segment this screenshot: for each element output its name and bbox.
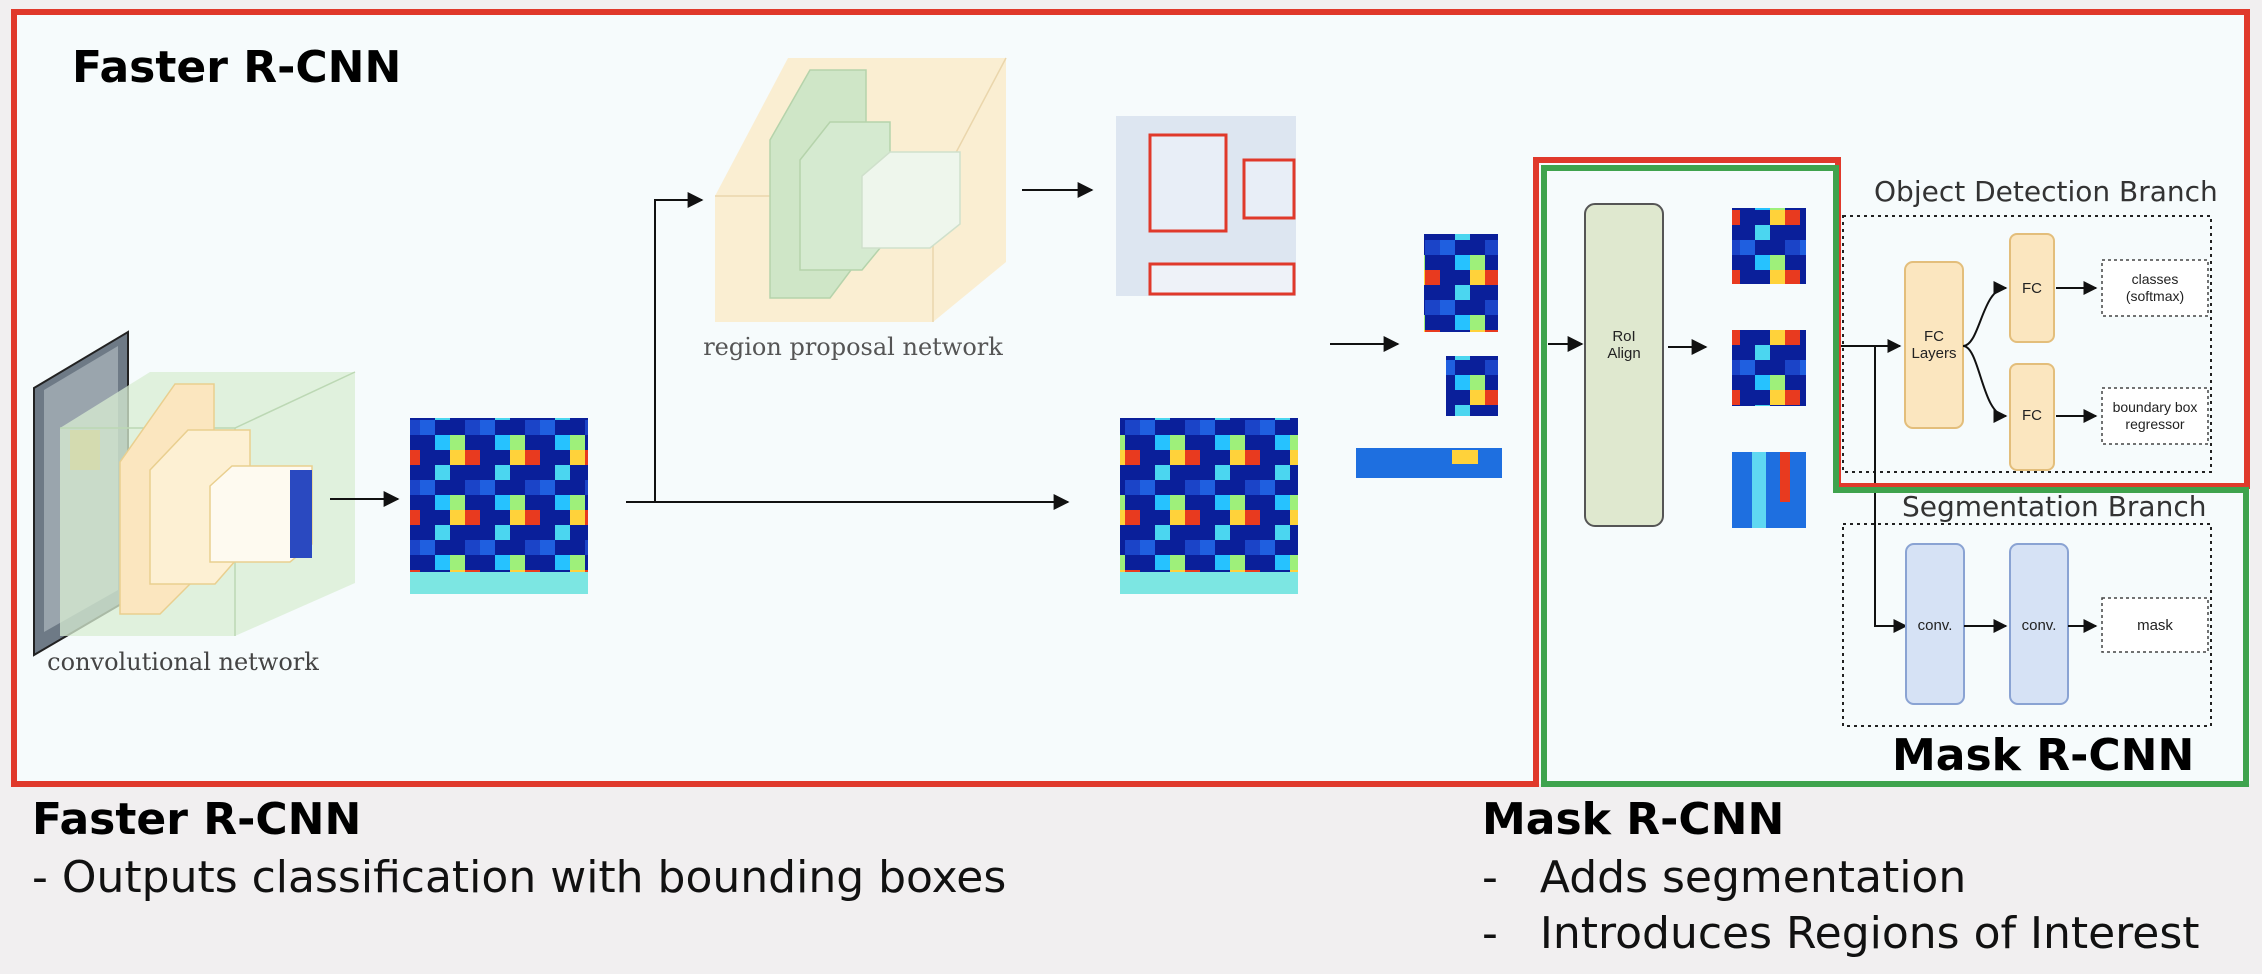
classes-line-1: classes [2131, 271, 2179, 287]
roi-align-line-1: RoI [1612, 328, 1636, 345]
faster-rcnn-caption-line: - Outputs classification with bounding b… [32, 852, 1007, 903]
aligned-output-2 [1732, 330, 1806, 406]
rpn-block [715, 57, 1007, 322]
faster-rcnn-diagram-title: Faster R-CNN [72, 42, 402, 93]
faster-rcnn-caption-title: Faster R-CNN [32, 794, 362, 845]
bullet-dash: - [1482, 908, 1498, 959]
arrow-to-rpn [626, 192, 704, 503]
feature-map-2-bottom-band [1120, 572, 1298, 594]
aligned-output-3 [1732, 452, 1806, 528]
feature-map [410, 418, 588, 594]
fc-node-1 [2009, 233, 2055, 343]
object-detection-branch-box [1842, 215, 2212, 473]
roi-align-node [1584, 203, 1664, 527]
arrow-fc-layers-to-fc2 [1962, 345, 2008, 423]
aligned-output-1 [1732, 208, 1806, 284]
aligned-output-3-stripe-2 [1780, 452, 1790, 502]
roi-crop-1 [1424, 234, 1498, 332]
roi-align-line-2: Align [1607, 345, 1641, 362]
fc-layers-line-1: FC [1924, 328, 1944, 345]
feature-map-2 [1120, 418, 1298, 594]
mask-rcnn-diagram-title: Mask R-CNN [1892, 730, 2195, 781]
feature-map-bottom-band [410, 572, 588, 594]
seg-conv-2-text: conv. [2021, 617, 2057, 634]
bullet-1-text: Adds segmentation [1539, 852, 1967, 903]
seg-conv-1-text: conv. [1917, 617, 1953, 634]
bbox-regressor-box [2101, 387, 2209, 445]
conv-network-label: convolutional network [47, 648, 319, 676]
mask-rcnn-caption-title: Mask R-CNN [1482, 794, 1785, 845]
classes-text: classes (softmax) [2102, 271, 2208, 305]
segmentation-branch-box [1842, 523, 2212, 727]
bbox-regressor-text: boundary box regressor [2102, 399, 2208, 433]
mask-box [2101, 597, 2209, 653]
bullet-dash: - [1482, 852, 1498, 903]
fc-2-text: FC [2022, 407, 2042, 424]
classes-box [2101, 259, 2209, 317]
roi-crop-2 [1446, 356, 1498, 416]
mask-text: mask [2137, 617, 2173, 634]
fc-1-text: FC [2022, 280, 2042, 297]
object-detection-branch-label: Object Detection Branch [1874, 175, 2218, 208]
conv-network-block [60, 371, 356, 636]
arrow-fc-layers-to-fc1 [1962, 281, 2008, 347]
seg-conv-node-1 [1905, 543, 1965, 705]
roi-crop-3-highlight [1452, 450, 1478, 464]
fc-layers-line-2: Layers [1911, 345, 1957, 362]
region-proposals-image [1116, 116, 1296, 296]
roi-crop-3 [1356, 448, 1502, 478]
bullet-2-text: Introduces Regions of Interest [1539, 908, 2200, 959]
mask-rcnn-bullet-1: - Adds segmentation [1482, 852, 1966, 903]
fc-layers-text: FC Layers [1905, 328, 1963, 362]
mask-rcnn-bullet-2: - Introduces Regions of Interest [1482, 908, 2200, 959]
mask-rcnn-outline [1541, 165, 2249, 787]
roi-align-text: RoI Align [1585, 328, 1663, 362]
arrow-to-seg-conv [1874, 346, 1908, 633]
rpn-label: region proposal network [703, 333, 1003, 361]
fc-node-2 [2009, 363, 2055, 471]
bbox-regressor-line-1: boundary box [2112, 399, 2198, 415]
aligned-output-3-stripe [1752, 452, 1766, 528]
segmentation-branch-label: Segmentation Branch [1902, 490, 2207, 523]
seg-conv-node-2 [2009, 543, 2069, 705]
faster-rcnn-outline [11, 9, 2250, 787]
classes-line-2: (softmax) [2125, 288, 2185, 304]
bbox-regressor-line-2: regressor [2125, 416, 2185, 432]
